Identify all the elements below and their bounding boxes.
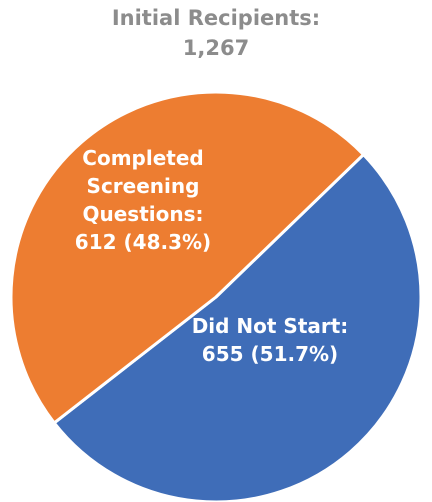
pie-slice <box>9 90 366 426</box>
category-label: Completed Screening Questions: <box>82 146 204 226</box>
value-label: 612 (48.3%) <box>74 230 212 254</box>
value-label: 655 (51.7%) <box>201 342 339 366</box>
chart-title: 1,267 <box>182 36 250 60</box>
category-label: Did Not Start: <box>191 314 349 338</box>
pie-slice <box>52 152 423 502</box>
chart-title: Initial Recipients: <box>111 6 321 30</box>
slice-label: Completed Screening Questions: 612 (48.3… <box>48 144 238 256</box>
slice-label: Did Not Start: 655 (51.7%) <box>180 312 360 368</box>
